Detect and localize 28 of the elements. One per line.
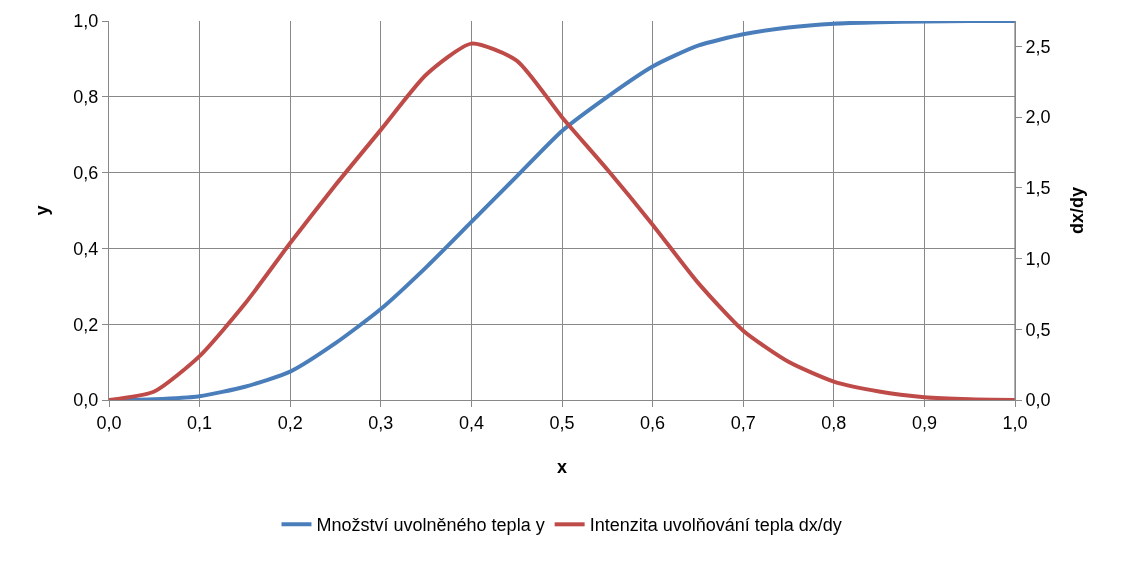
y2-tick-label: 2,5 bbox=[1025, 36, 1051, 57]
x-tick-label: 0,4 bbox=[458, 412, 484, 433]
y-tick-label: 0,0 bbox=[73, 390, 99, 411]
x-tick-label: 0,5 bbox=[549, 412, 575, 433]
legend-label: Množství uvolněného tepla y bbox=[316, 515, 545, 536]
y2-tick-label: 0,5 bbox=[1025, 319, 1051, 340]
y2-tick-label: 2,0 bbox=[1025, 107, 1051, 128]
x-tick-label: 0,8 bbox=[821, 412, 847, 433]
y-tick-label: 0,4 bbox=[73, 238, 99, 259]
x-tick-label: 0,1 bbox=[187, 412, 213, 433]
y-tick-label: 1,0 bbox=[73, 11, 99, 32]
y2-tick-label: 1,0 bbox=[1025, 248, 1051, 269]
x-tick-label: 0,9 bbox=[911, 412, 937, 433]
x-tick-label: 0,6 bbox=[640, 412, 666, 433]
x-tick-label: 0,7 bbox=[730, 412, 756, 433]
y2-tick-label: 1,5 bbox=[1025, 178, 1051, 199]
x-tick-label: 1,0 bbox=[1002, 412, 1028, 433]
y-tick-label: 0,2 bbox=[73, 314, 99, 335]
y2-axis-title: dx/dy bbox=[1066, 186, 1087, 235]
x-tick-label: 0,3 bbox=[368, 412, 394, 433]
x-tick-label: 0,2 bbox=[277, 412, 303, 433]
x-tick-label: 0,0 bbox=[96, 412, 122, 433]
x-axis-title: x bbox=[556, 456, 568, 477]
y-tick-label: 0,6 bbox=[73, 162, 99, 183]
y-axis-title: y bbox=[31, 205, 52, 216]
y-tick-label: 0,8 bbox=[73, 87, 99, 108]
y2-tick-label: 0,0 bbox=[1025, 390, 1051, 411]
legend-label: Intenzita uvolňování tepla dx/dy bbox=[589, 515, 842, 536]
